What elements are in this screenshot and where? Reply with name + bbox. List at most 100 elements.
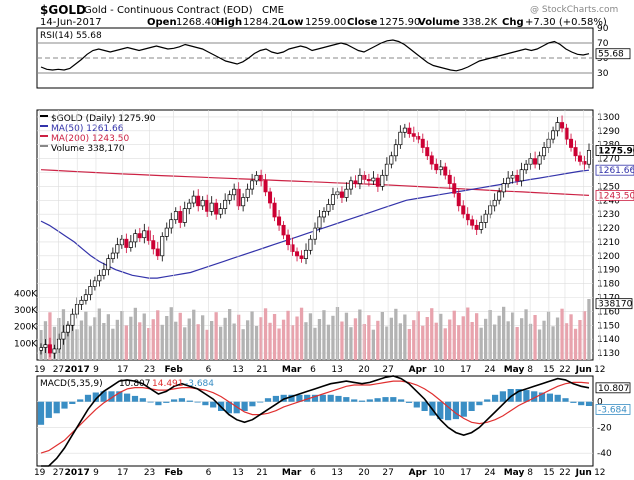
volume-bar [497,315,501,360]
macd-hist-bar [225,401,232,414]
candle [133,233,138,243]
macd-hist-bar [296,394,303,402]
high-value: 1284.20 [243,17,284,28]
x-tick-label-bottom: 13 [331,468,342,478]
candle [191,195,196,204]
volume-bar [326,324,331,360]
volume-bar [448,319,452,360]
volume-bar [457,325,461,360]
x-tick-label-bottom: 27 [53,468,64,478]
x-tick-label: 13 [232,365,243,375]
macd-tick-label: -40 [597,449,612,459]
volume-bar [290,325,295,360]
volume-bar [308,313,313,360]
volume-bar [232,323,236,360]
candle [250,180,255,190]
volume-bar [156,310,160,360]
volume-bar [174,321,178,360]
volume-bar [528,323,533,360]
macd-hist-bar [398,399,405,402]
macd-hist-bar [578,401,585,406]
volume-bar [106,314,110,360]
volume-bar [286,310,290,360]
x-tick-label: Feb [165,365,184,375]
macd-hist-bar [257,401,264,403]
candle [506,177,511,185]
candle [398,131,403,146]
volume-bar [380,312,384,360]
candle [83,294,88,301]
volume-bar [66,323,70,360]
low-value: 1259.00 [305,17,346,28]
x-tick-label-bottom: 6 [206,468,212,478]
candle [537,155,542,165]
volume-bar [219,326,223,360]
macd-hist-bar [507,389,514,402]
price-tick-label: 1150 [597,321,620,331]
candle [286,234,291,246]
volume-bar [569,314,573,360]
x-tick-label: May [504,365,525,375]
macd-hist-bar [343,397,350,402]
macd-legend-macd: 10.807 [119,379,151,389]
macd-hist-bar [437,401,444,420]
macd-hist-bar [585,401,593,406]
volume-bar [111,328,115,360]
macd-hist-bar [288,394,295,402]
rsi-line [40,39,590,72]
price-value-tag: 1275.90 [598,146,634,156]
volume-bar [394,308,398,360]
price-value-tag-box [595,190,634,201]
candle [52,348,57,354]
x-tick-label-bottom: 15 [543,468,554,478]
volume-bar [52,326,57,360]
macd-hist-bar [531,391,538,402]
chart-exchange: CME [262,5,284,16]
candle [371,177,376,182]
macd-hist-bar [319,394,326,402]
candle [88,286,93,296]
candle [551,130,556,140]
candle [254,174,259,182]
price-tick-label: 1160 [597,307,620,317]
candle [142,230,147,239]
macd-hist-bar [124,393,131,402]
macd-hist-bar [131,395,139,402]
volume-bar [228,309,232,360]
volume-bar [385,326,389,360]
macd-panel [36,375,594,467]
close-label: Close [347,17,378,28]
price-tick-label: 1190 [597,266,620,276]
candle [434,163,439,171]
candle [119,238,124,246]
rsi-value-tag-box [595,48,631,60]
macd-hist-bar [194,401,201,403]
candle [479,222,484,230]
candle [317,216,322,229]
volume-bar [493,324,497,360]
x-tick-label: 27 [53,365,64,375]
x-tick-label-bottom: 9 [93,468,99,478]
candle [200,199,205,207]
x-tick-label-bottom: May [504,468,525,478]
volume-bar [120,311,124,360]
volume-bar [79,320,84,360]
price-tick-label: 1290 [597,127,620,137]
candle [348,180,353,190]
candle [321,211,326,218]
volume-bar [295,316,299,360]
candle [101,269,106,276]
macd-hist-bar [476,401,483,406]
volume-bar [147,328,151,360]
x-tick-label-bottom: 13 [232,468,243,478]
x-tick-label: 10 [433,365,445,375]
candle [443,166,448,176]
price-legend-swatch [40,125,48,127]
candle [299,255,304,259]
candle [402,127,407,133]
volume-bar [542,320,546,360]
x-tick-label-bottom: 17 [117,468,128,478]
x-tick-label-bottom: 19 [34,468,46,478]
macd-hist-bar [311,394,319,402]
volume-bar [403,314,407,360]
